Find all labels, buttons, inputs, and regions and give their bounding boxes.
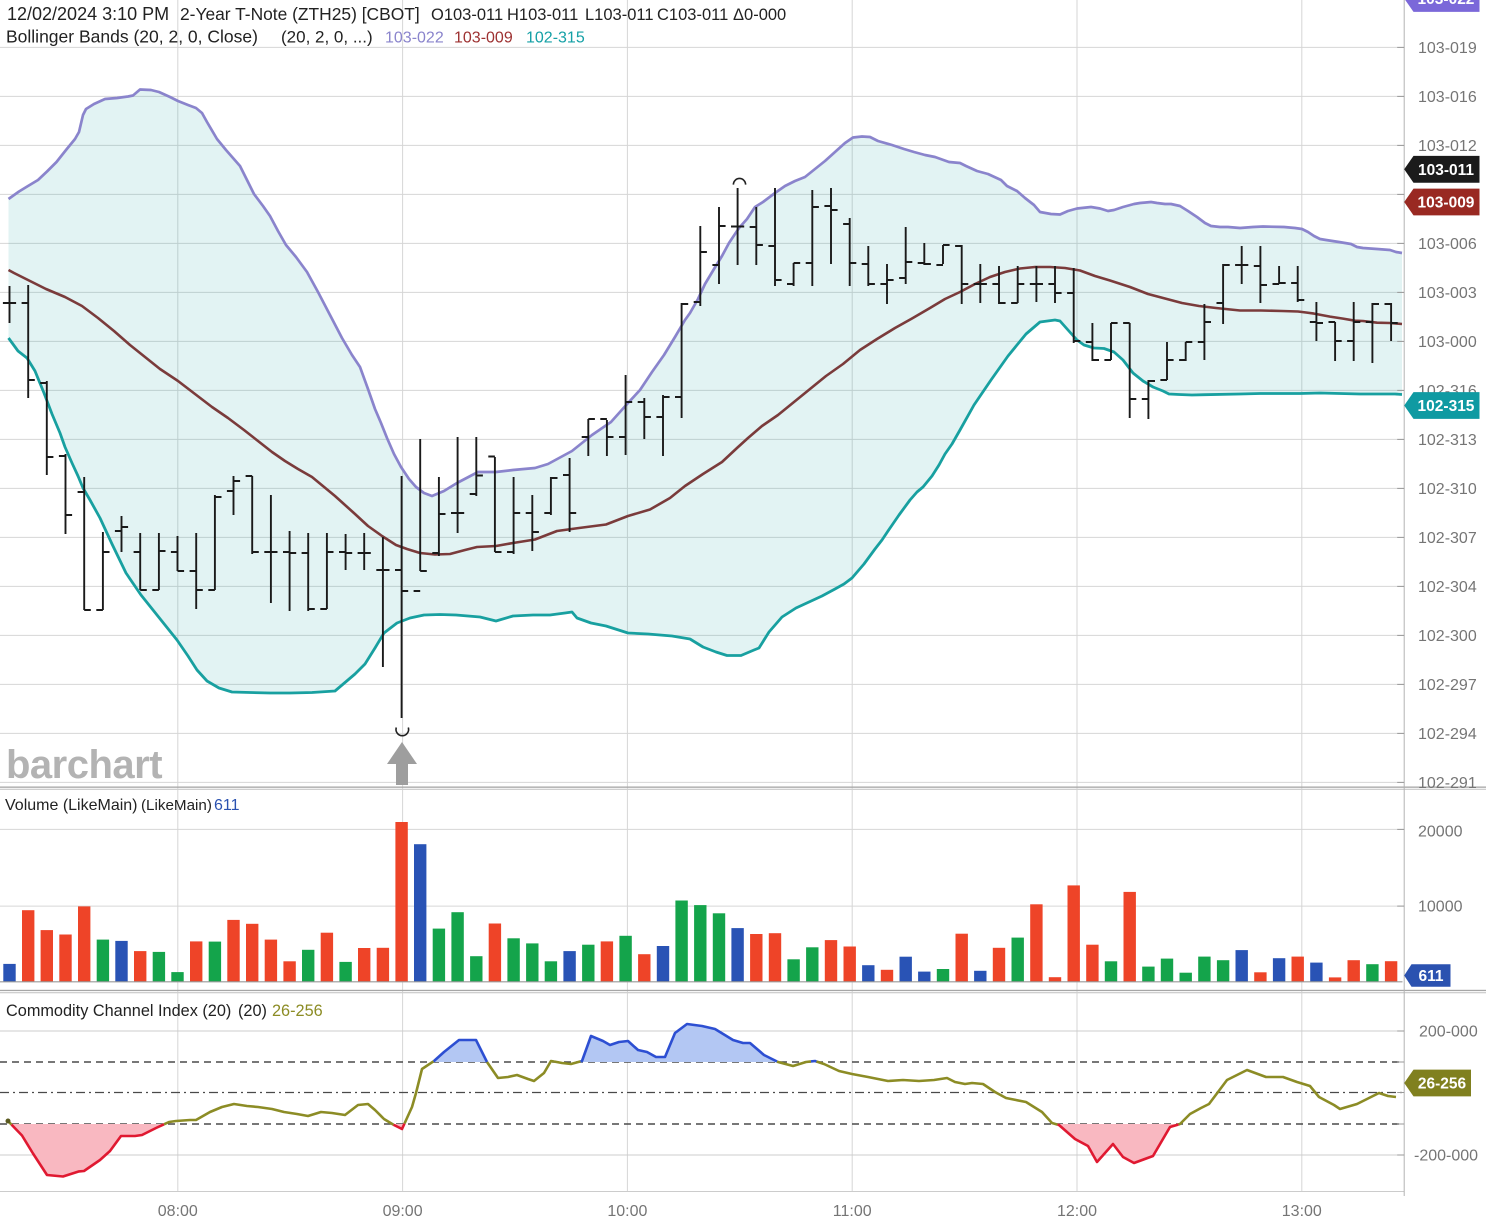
svg-text:103-012: 103-012 bbox=[1418, 138, 1477, 155]
svg-text:C103-011: C103-011 bbox=[657, 6, 728, 24]
svg-text:(20): (20) bbox=[238, 1002, 267, 1020]
svg-text:26-256: 26-256 bbox=[1418, 1076, 1467, 1093]
svg-text:09:00: 09:00 bbox=[383, 1203, 423, 1220]
svg-text:13:00: 13:00 bbox=[1282, 1203, 1322, 1220]
svg-text:611: 611 bbox=[214, 797, 240, 814]
svg-text:11:00: 11:00 bbox=[833, 1203, 872, 1220]
svg-text:(20, 2, 0, ...): (20, 2, 0, ...) bbox=[281, 28, 373, 47]
svg-text:Δ0-000: Δ0-000 bbox=[733, 6, 786, 24]
svg-text:-200-000: -200-000 bbox=[1414, 1148, 1478, 1165]
svg-text:102-315: 102-315 bbox=[1418, 398, 1475, 415]
svg-text:102-304: 102-304 bbox=[1418, 579, 1477, 596]
svg-text:103-019: 103-019 bbox=[1418, 40, 1477, 57]
svg-text:102-310: 102-310 bbox=[1418, 481, 1477, 498]
svg-text:103-006: 103-006 bbox=[1418, 236, 1477, 253]
svg-text:103-011: 103-011 bbox=[1418, 162, 1474, 179]
svg-text:26-256: 26-256 bbox=[272, 1002, 323, 1020]
svg-text:2-Year T-Note (ZTH25) [CBOT]: 2-Year T-Note (ZTH25) [CBOT] bbox=[180, 4, 420, 24]
svg-text:102-297: 102-297 bbox=[1418, 677, 1477, 694]
svg-text:200-000: 200-000 bbox=[1419, 1024, 1478, 1041]
svg-text:12/02/2024 3:10 PM: 12/02/2024 3:10 PM bbox=[7, 4, 169, 24]
svg-text:Volume (LikeMain): Volume (LikeMain) bbox=[5, 797, 138, 814]
svg-text:102-315: 102-315 bbox=[526, 30, 585, 47]
svg-text:103-022: 103-022 bbox=[385, 30, 444, 47]
svg-text:102-307: 102-307 bbox=[1418, 530, 1477, 547]
svg-text:102-291: 102-291 bbox=[1418, 775, 1477, 792]
svg-text:20000: 20000 bbox=[1418, 823, 1463, 840]
svg-text:103-009: 103-009 bbox=[1418, 195, 1475, 212]
svg-text:12:00: 12:00 bbox=[1057, 1203, 1097, 1220]
svg-text:O103-011: O103-011 bbox=[431, 6, 503, 24]
svg-text:08:00: 08:00 bbox=[158, 1203, 198, 1220]
svg-text:103-009: 103-009 bbox=[454, 30, 513, 47]
svg-text:barchart: barchart bbox=[6, 743, 162, 787]
svg-text:10000: 10000 bbox=[1418, 899, 1463, 916]
svg-text:611: 611 bbox=[1418, 968, 1443, 985]
svg-text:(LikeMain): (LikeMain) bbox=[141, 797, 212, 814]
svg-text:102-300: 102-300 bbox=[1418, 628, 1477, 645]
svg-text:10:00: 10:00 bbox=[607, 1203, 647, 1220]
svg-text:Bollinger Bands (20, 2, 0, Clo: Bollinger Bands (20, 2, 0, Close) bbox=[6, 27, 258, 47]
svg-text:102-294: 102-294 bbox=[1418, 726, 1477, 743]
svg-text:103-003: 103-003 bbox=[1418, 285, 1477, 302]
svg-text:103-000: 103-000 bbox=[1418, 334, 1477, 351]
svg-text:Commodity Channel Index (20): Commodity Channel Index (20) bbox=[6, 1002, 231, 1020]
svg-text:103-022: 103-022 bbox=[1418, 0, 1475, 8]
svg-text:L103-011: L103-011 bbox=[585, 6, 654, 24]
svg-text:102-313: 102-313 bbox=[1418, 432, 1477, 449]
svg-text:H103-011: H103-011 bbox=[507, 6, 578, 24]
svg-text:103-016: 103-016 bbox=[1418, 89, 1477, 106]
